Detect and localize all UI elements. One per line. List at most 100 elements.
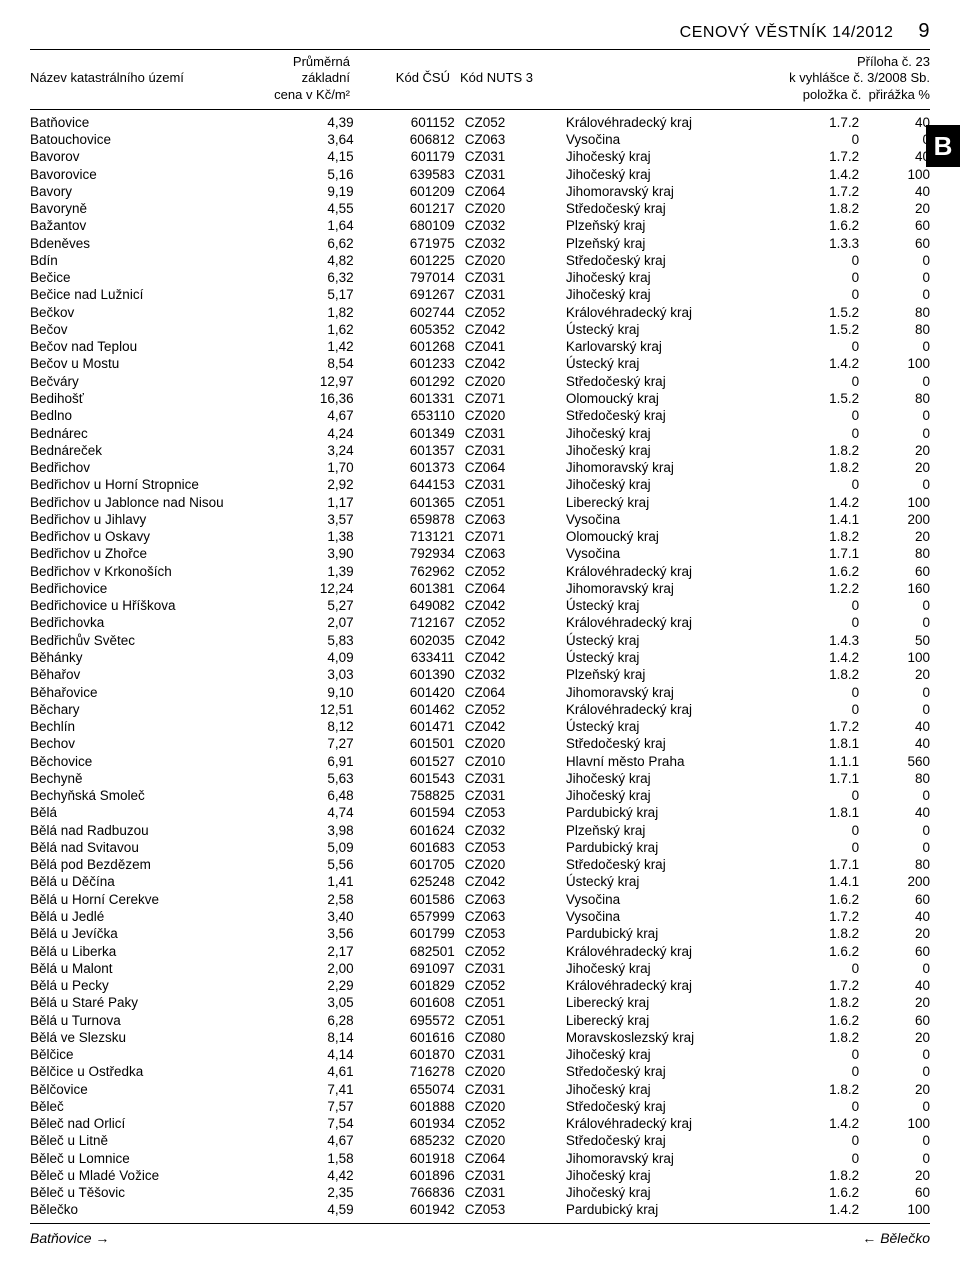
cell-csu: 605352 xyxy=(364,321,465,338)
cell-csu: 691267 xyxy=(364,286,465,303)
cell-csu: 655074 xyxy=(364,1081,465,1098)
cell-surcharge: 80 xyxy=(859,856,930,873)
cell-territory: Bečice nad Lužnicí xyxy=(30,286,263,303)
table-row: Bělá u Malont2,00691097CZ031Jihočeský kr… xyxy=(30,960,930,977)
cell-nuts: CZ064 xyxy=(465,459,566,476)
cell-csu: 601934 xyxy=(364,1115,465,1132)
cell-price: 4,24 xyxy=(263,425,364,442)
table-row: Bedřichovice u Hříškova5,27649082CZ042Ús… xyxy=(30,597,930,614)
cell-region: Liberecký kraj xyxy=(566,494,778,511)
cell-nuts: CZ020 xyxy=(465,856,566,873)
cell-territory: Bedřichovka xyxy=(30,614,263,631)
cell-nuts: CZ020 xyxy=(465,735,566,752)
footer-first: Batňovice xyxy=(30,1230,109,1246)
cell-csu: 680109 xyxy=(364,217,465,234)
cell-region: Královéhradecký kraj xyxy=(566,701,778,718)
table-row: Bedřichov u Horní Stropnice2,92644153CZ0… xyxy=(30,476,930,493)
cell-territory: Bedihošť xyxy=(30,390,263,407)
cell-csu: 601152 xyxy=(364,114,465,131)
cell-nuts: CZ031 xyxy=(465,269,566,286)
cell-territory: Bednárec xyxy=(30,425,263,442)
cell-csu: 601501 xyxy=(364,735,465,752)
table-row: Bělčice4,14601870CZ031Jihočeský kraj00 xyxy=(30,1046,930,1063)
cell-region: Karlovarský kraj xyxy=(566,338,778,355)
cell-csu: 797014 xyxy=(364,269,465,286)
cell-surcharge: 60 xyxy=(859,563,930,580)
cell-territory: Bažantov xyxy=(30,217,263,234)
cell-price: 12,51 xyxy=(263,701,364,718)
cell-nuts: CZ020 xyxy=(465,1098,566,1115)
cell-csu: 601624 xyxy=(364,822,465,839)
cell-csu: 601616 xyxy=(364,1029,465,1046)
cell-csu: 762962 xyxy=(364,563,465,580)
cell-price: 2,29 xyxy=(263,977,364,994)
cell-csu: 633411 xyxy=(364,649,465,666)
cell-price: 3,24 xyxy=(263,442,364,459)
cell-item: 0 xyxy=(778,822,859,839)
cell-territory: Bělčice xyxy=(30,1046,263,1063)
cadastral-table: Batňovice4,39601152CZ052Královéhradecký … xyxy=(30,114,930,1219)
cell-price: 2,17 xyxy=(263,943,364,960)
cell-price: 7,57 xyxy=(263,1098,364,1115)
cell-surcharge: 160 xyxy=(859,580,930,597)
cell-region: Jihočeský kraj xyxy=(566,1046,778,1063)
cell-csu: 601179 xyxy=(364,148,465,165)
cell-csu: 671975 xyxy=(364,235,465,252)
footer-last: Bělečko xyxy=(862,1230,930,1246)
cell-price: 1,70 xyxy=(263,459,364,476)
cell-price: 6,32 xyxy=(263,269,364,286)
cell-region: Ústecký kraj xyxy=(566,649,778,666)
cell-price: 8,12 xyxy=(263,718,364,735)
cell-price: 3,98 xyxy=(263,822,364,839)
table-row: Bělá ve Slezsku8,14601616CZ080Moravskosl… xyxy=(30,1029,930,1046)
cell-region: Vysočina xyxy=(566,511,778,528)
table-row: Bechlín8,12601471CZ042Ústecký kraj1.7.24… xyxy=(30,718,930,735)
table-row: Batňovice4,39601152CZ052Královéhradecký … xyxy=(30,114,930,131)
table-row: Bělá pod Bezdězem5,56601705CZ020Středoče… xyxy=(30,856,930,873)
cell-nuts: CZ020 xyxy=(465,407,566,424)
cell-region: Středočeský kraj xyxy=(566,1063,778,1080)
cell-surcharge: 40 xyxy=(859,114,930,131)
cell-territory: Běleč nad Orlicí xyxy=(30,1115,263,1132)
table-row: Bedřichovice12,24601381CZ064Jihomoravský… xyxy=(30,580,930,597)
cell-item: 0 xyxy=(778,701,859,718)
table-row: Bělá u Pecky2,29601829CZ052Královéhradec… xyxy=(30,977,930,994)
cell-nuts: CZ031 xyxy=(465,442,566,459)
cell-price: 3,56 xyxy=(263,925,364,942)
cell-nuts: CZ031 xyxy=(465,166,566,183)
cell-nuts: CZ042 xyxy=(465,321,566,338)
cell-item: 1.4.1 xyxy=(778,511,859,528)
table-row: Běhařovice9,10601420CZ064Jihomoravský kr… xyxy=(30,684,930,701)
cell-item: 1.4.2 xyxy=(778,355,859,372)
cell-csu: 601799 xyxy=(364,925,465,942)
cell-surcharge: 0 xyxy=(859,407,930,424)
cell-territory: Bedřichův Světec xyxy=(30,632,263,649)
cell-price: 4,55 xyxy=(263,200,364,217)
cell-csu: 758825 xyxy=(364,787,465,804)
cell-item: 0 xyxy=(778,407,859,424)
cell-surcharge: 80 xyxy=(859,390,930,407)
table-row: Běleč u Těšovic2,35766836CZ031Jihočeský … xyxy=(30,1184,930,1201)
table-row: Bečváry12,97601292CZ020Středočeský kraj0… xyxy=(30,373,930,390)
cell-surcharge: 40 xyxy=(859,908,930,925)
cell-territory: Bedřichov xyxy=(30,459,263,476)
cell-nuts: CZ071 xyxy=(465,528,566,545)
table-row: Bělá u Staré Paky3,05601608CZ051Libereck… xyxy=(30,994,930,1011)
cell-surcharge: 20 xyxy=(859,994,930,1011)
cell-price: 2,58 xyxy=(263,891,364,908)
cell-territory: Bečov u Mostu xyxy=(30,355,263,372)
table-row: Bělá4,74601594CZ053Pardubický kraj1.8.14… xyxy=(30,804,930,821)
cell-region: Středočeský kraj xyxy=(566,373,778,390)
cell-territory: Běleč u Litně xyxy=(30,1132,263,1149)
cell-item: 1.4.1 xyxy=(778,873,859,890)
table-row: Bělčovice7,41655074CZ031Jihočeský kraj1.… xyxy=(30,1081,930,1098)
cell-item: 1.7.1 xyxy=(778,545,859,562)
table-row: Bednáreček3,24601357CZ031Jihočeský kraj1… xyxy=(30,442,930,459)
cell-surcharge: 80 xyxy=(859,545,930,562)
header-territory: Název katastrálního území xyxy=(30,54,260,103)
cell-region: Královéhradecký kraj xyxy=(566,614,778,631)
cell-region: Jihočeský kraj xyxy=(566,1167,778,1184)
cell-price: 3,40 xyxy=(263,908,364,925)
cell-surcharge: 20 xyxy=(859,1029,930,1046)
cell-csu: 653110 xyxy=(364,407,465,424)
